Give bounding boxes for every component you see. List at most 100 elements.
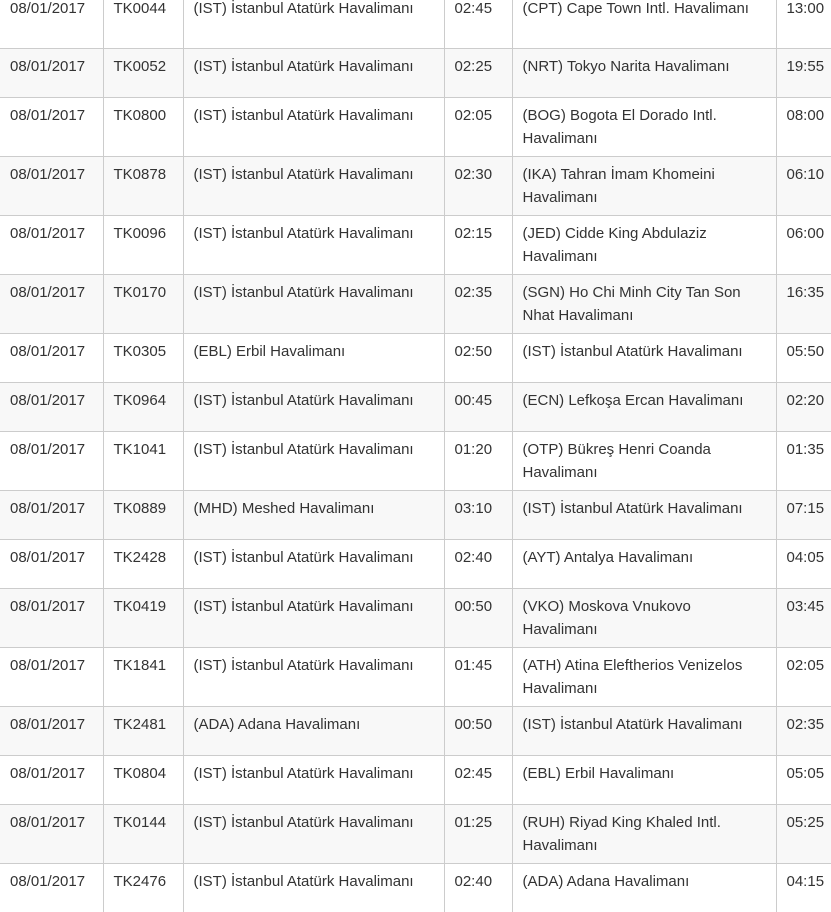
cell-departure-time: 01:45 <box>443 646 513 707</box>
cell-departure-time: 02:35 <box>443 273 513 334</box>
cell-departure-airport: (IST) İstanbul Atatürk Havalimanı <box>182 538 445 589</box>
cell-arrival-airport: (RUH) Riyad King Khaled Intl. Havalimanı <box>511 803 777 864</box>
cell-flight-no: TK0964 <box>102 381 184 432</box>
cell-departure-time: 02:25 <box>443 47 513 98</box>
cell-arrival-time: 19:55 <box>775 47 831 98</box>
cell-arrival-time: 05:05 <box>775 754 831 805</box>
cell-date: 08/01/2017 <box>0 803 104 864</box>
cell-flight-no: TK0144 <box>102 803 184 864</box>
cell-departure-time: 01:25 <box>443 803 513 864</box>
cell-departure-airport: (IST) İstanbul Atatürk Havalimanı <box>182 754 445 805</box>
table-row: 08/01/2017 TK2428 (IST) İstanbul Atatürk H… <box>0 538 831 589</box>
cell-departure-airport: (IST) İstanbul Atatürk Havalimanı <box>182 155 445 216</box>
cell-departure-airport: (IST) İstanbul Atatürk Havalimanı <box>182 862 445 912</box>
cell-date: 08/01/2017 <box>0 332 104 383</box>
cell-date: 08/01/2017 <box>0 0 104 49</box>
table-row: 08/01/2017 TK0804 (IST) İstanbul Atatürk H… <box>0 754 831 805</box>
cell-departure-airport: (IST) İstanbul Atatürk Havalimanı <box>182 47 445 98</box>
cell-flight-no: TK0800 <box>102 96 184 157</box>
cell-arrival-airport: (AYT) Antalya Havalimanı <box>511 538 777 589</box>
cell-date: 08/01/2017 <box>0 96 104 157</box>
cell-date: 08/01/2017 <box>0 862 104 912</box>
cell-date: 08/01/2017 <box>0 646 104 707</box>
cell-flight-no: TK0878 <box>102 155 184 216</box>
cell-arrival-time: 16:35 <box>775 273 831 334</box>
cell-arrival-airport: (ECN) Lefkoşa Ercan Havalimanı <box>511 381 777 432</box>
cell-departure-airport: (IST) İstanbul Atatürk Havalimanı <box>182 646 445 707</box>
cell-arrival-time: 06:10 <box>775 155 831 216</box>
cell-flight-no: TK1841 <box>102 646 184 707</box>
table-row: 08/01/2017 TK0878 (IST) İstanbul Atatürk H… <box>0 155 831 216</box>
cell-departure-time: 00:50 <box>443 587 513 648</box>
table-row: 08/01/2017 TK1841 (IST) İstanbul Atatürk H… <box>0 646 831 707</box>
cell-flight-no: TK0419 <box>102 587 184 648</box>
cell-departure-airport: (IST) İstanbul Atatürk Havalimanı <box>182 96 445 157</box>
cell-flight-no: TK2476 <box>102 862 184 912</box>
cell-arrival-time: 04:05 <box>775 538 831 589</box>
table-row: 08/01/2017 TK2481 (ADA) Adana Havalimanı 00… <box>0 705 831 756</box>
cell-flight-no: TK0096 <box>102 214 184 275</box>
cell-flight-no: TK0889 <box>102 489 184 540</box>
cell-departure-airport: (IST) İstanbul Atatürk Havalimanı <box>182 430 445 491</box>
cell-departure-time: 02:05 <box>443 96 513 157</box>
table-row: 08/01/2017 TK0044 (IST) İstanbul Atatürk H… <box>0 0 831 49</box>
cell-date: 08/01/2017 <box>0 47 104 98</box>
cell-departure-airport: (EBL) Erbil Havalimanı <box>182 332 445 383</box>
cell-arrival-airport: (IKA) Tahran İmam Khomeini Havalimanı <box>511 155 777 216</box>
cell-date: 08/01/2017 <box>0 489 104 540</box>
cell-arrival-airport: (OTP) Bükreş Henri Coanda Havalimanı <box>511 430 777 491</box>
cell-departure-time: 02:30 <box>443 155 513 216</box>
table-row: 08/01/2017 TK0144 (IST) İstanbul Atatürk H… <box>0 803 831 864</box>
cell-departure-time: 01:20 <box>443 430 513 491</box>
table-row: 08/01/2017 TK0889 (MHD) Meshed Havalimanı 0… <box>0 489 831 540</box>
cell-date: 08/01/2017 <box>0 273 104 334</box>
cell-flight-no: TK0052 <box>102 47 184 98</box>
cell-arrival-time: 06:00 <box>775 214 831 275</box>
cell-arrival-time: 01:35 <box>775 430 831 491</box>
cell-departure-time: 02:15 <box>443 214 513 275</box>
cell-flight-no: TK1041 <box>102 430 184 491</box>
cell-arrival-airport: (VKO) Moskova Vnukovo Havalimanı <box>511 587 777 648</box>
cell-departure-airport: (IST) İstanbul Atatürk Havalimanı <box>182 214 445 275</box>
cell-departure-airport: (IST) İstanbul Atatürk Havalimanı <box>182 803 445 864</box>
cell-arrival-airport: (NRT) Tokyo Narita Havalimanı <box>511 47 777 98</box>
cell-arrival-airport: (IST) İstanbul Atatürk Havalimanı <box>511 332 777 383</box>
cell-arrival-time: 05:25 <box>775 803 831 864</box>
cell-departure-time: 00:45 <box>443 381 513 432</box>
cell-arrival-time: 02:05 <box>775 646 831 707</box>
cell-departure-time: 02:40 <box>443 538 513 589</box>
cell-departure-time: 02:50 <box>443 332 513 383</box>
table-row: 08/01/2017 TK0052 (IST) İstanbul Atatürk H… <box>0 47 831 98</box>
cell-flight-no: TK0044 <box>102 0 184 49</box>
cell-arrival-airport: (ATH) Atina Eleftherios Venizelos Havali… <box>511 646 777 707</box>
cell-arrival-airport: (IST) İstanbul Atatürk Havalimanı <box>511 705 777 756</box>
cell-date: 08/01/2017 <box>0 155 104 216</box>
cell-departure-time: 02:40 <box>443 862 513 912</box>
cell-departure-time: 02:45 <box>443 0 513 49</box>
cell-date: 08/01/2017 <box>0 754 104 805</box>
cell-departure-time: 03:10 <box>443 489 513 540</box>
table-row: 08/01/2017 TK0305 (EBL) Erbil Havalimanı 02… <box>0 332 831 383</box>
table-row: 08/01/2017 TK0964 (IST) İstanbul Atatürk H… <box>0 381 831 432</box>
cell-arrival-time: 02:35 <box>775 705 831 756</box>
cell-arrival-airport: (BOG) Bogota El Dorado Intl. Havalimanı <box>511 96 777 157</box>
table-row: 08/01/2017 TK0419 (IST) İstanbul Atatürk H… <box>0 587 831 648</box>
cell-arrival-time: 05:50 <box>775 332 831 383</box>
cell-departure-airport: (IST) İstanbul Atatürk Havalimanı <box>182 587 445 648</box>
cell-arrival-time: 04:15 <box>775 862 831 912</box>
cell-arrival-time: 03:45 <box>775 587 831 648</box>
table-row: 08/01/2017 TK0800 (IST) İstanbul Atatürk H… <box>0 96 831 157</box>
cell-date: 08/01/2017 <box>0 430 104 491</box>
table-row: 08/01/2017 TK0170 (IST) İstanbul Atatürk H… <box>0 273 831 334</box>
cell-departure-airport: (MHD) Meshed Havalimanı <box>182 489 445 540</box>
cell-arrival-airport: (SGN) Ho Chi Minh City Tan Son Nhat Hava… <box>511 273 777 334</box>
table-row: 08/01/2017 TK2476 (IST) İstanbul Atatürk H… <box>0 862 831 912</box>
cell-arrival-time: 02:20 <box>775 381 831 432</box>
cell-flight-no: TK0804 <box>102 754 184 805</box>
cell-arrival-airport: (IST) İstanbul Atatürk Havalimanı <box>511 489 777 540</box>
cell-arrival-airport: (EBL) Erbil Havalimanı <box>511 754 777 805</box>
cell-arrival-time: 08:00 <box>775 96 831 157</box>
